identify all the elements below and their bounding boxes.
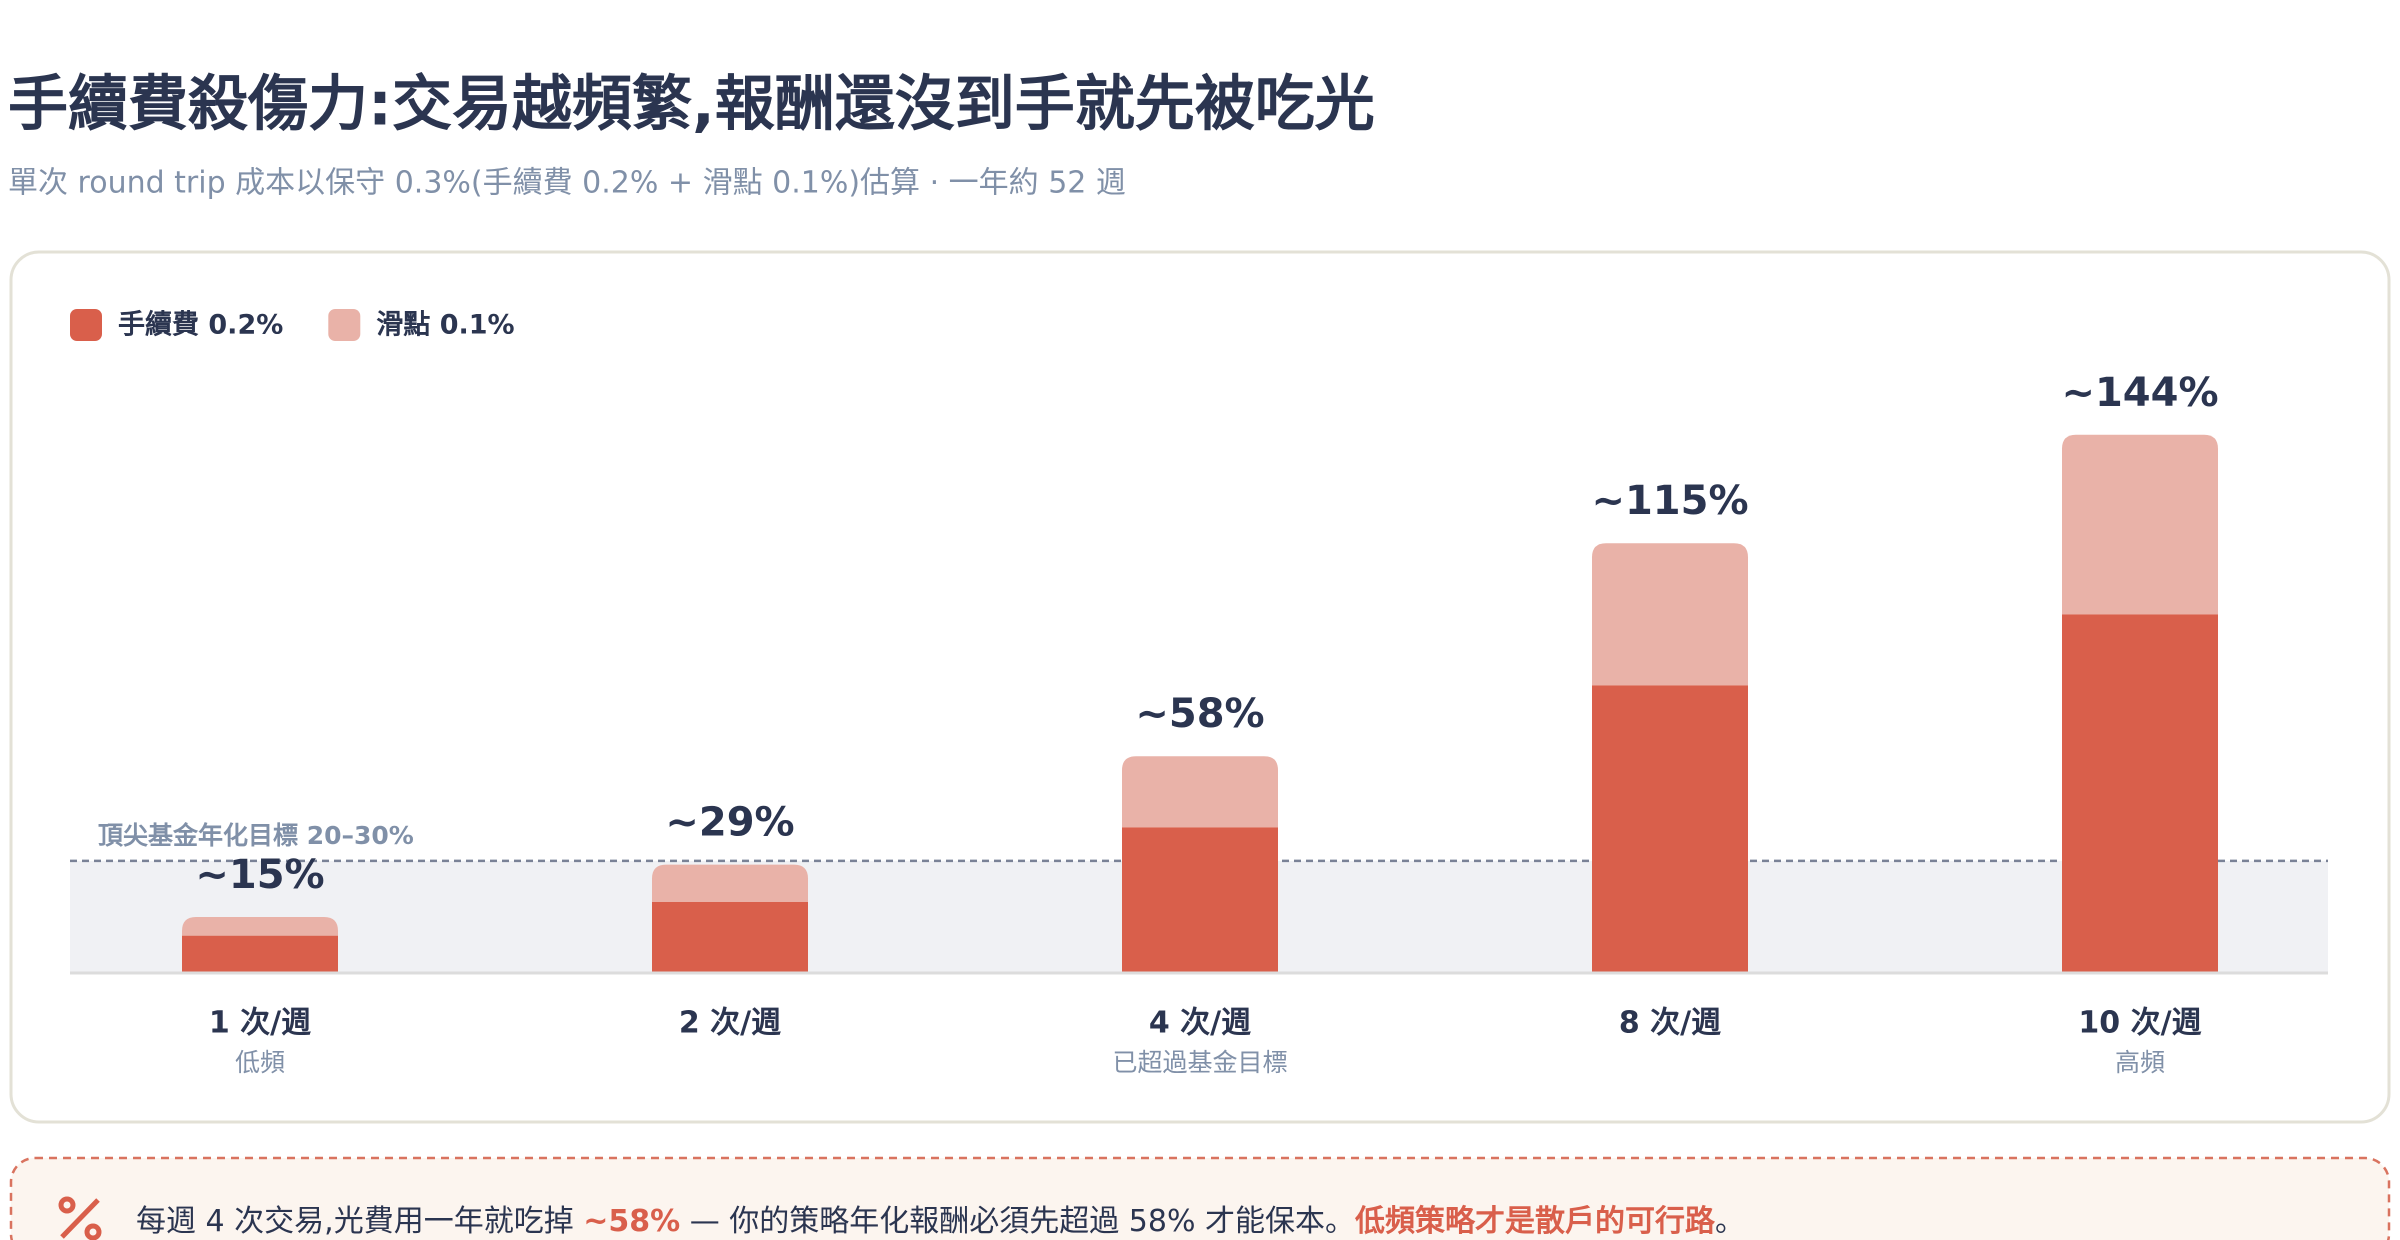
legend-label: 手續費 0.2%	[118, 309, 283, 341]
x-tick-note: 低頻	[235, 1048, 285, 1077]
legend-swatch	[70, 309, 102, 341]
chart-subtitle: 單次 round trip 成本以保守 0.3%(手續費 0.2% + 滑點 0…	[8, 166, 1126, 201]
bar-segment	[2062, 434, 2218, 615]
bar-segment	[652, 864, 808, 902]
footnote-box	[9, 1156, 2391, 1240]
total-label: ~29%	[665, 800, 794, 846]
bar-segment	[1122, 756, 1278, 828]
total-label: ~15%	[195, 852, 324, 898]
footnote: 每週 4 次交易,光費用一年就吃掉 ~58% — 你的策略年化報酬必須先超過 5…	[136, 1204, 1745, 1239]
percent-icon	[58, 1196, 102, 1240]
bar-segment	[182, 935, 338, 973]
x-tick-note: 高頻	[2115, 1048, 2165, 1077]
x-tick-label: 4 次/週	[1149, 1006, 1251, 1041]
total-label: ~144%	[2061, 370, 2218, 416]
total-label: ~58%	[1135, 691, 1264, 737]
bar-segment	[2062, 614, 2218, 973]
chart-title: 手續費殺傷力:交易越頻繁,報酬還沒到手就先被吃光	[8, 70, 1375, 140]
x-tick-note: 已超過基金目標	[1112, 1048, 1287, 1077]
x-tick-label: 1 次/週	[209, 1006, 311, 1041]
footnote-part: ~58%	[583, 1204, 680, 1239]
bar-segment	[1122, 827, 1278, 973]
footnote-part: — 你的策略年化報酬必須先超過 58% 才能保本。	[680, 1204, 1355, 1239]
legend-label: 滑點 0.1%	[376, 310, 514, 341]
footnote-part: 。	[1715, 1204, 1745, 1239]
chart-card	[9, 250, 2391, 1124]
x-tick-label: 2 次/週	[679, 1006, 781, 1041]
x-tick-label: 8 次/週	[1619, 1006, 1721, 1041]
bar-segment	[652, 901, 808, 973]
total-label: ~115%	[1591, 478, 1748, 524]
legend-swatch	[328, 309, 361, 341]
target-label: 頂尖基金年化目標 20–30%	[98, 821, 414, 850]
bar-segment	[1592, 685, 1748, 973]
footnote-part: 低頻策略才是散戶的可行路	[1354, 1204, 1716, 1239]
bar-segment	[182, 916, 338, 936]
footnote-part: 每週 4 次交易,光費用一年就吃掉	[136, 1204, 583, 1239]
bar-segment	[1592, 543, 1748, 686]
x-tick-label: 10 次/週	[2078, 1006, 2201, 1041]
